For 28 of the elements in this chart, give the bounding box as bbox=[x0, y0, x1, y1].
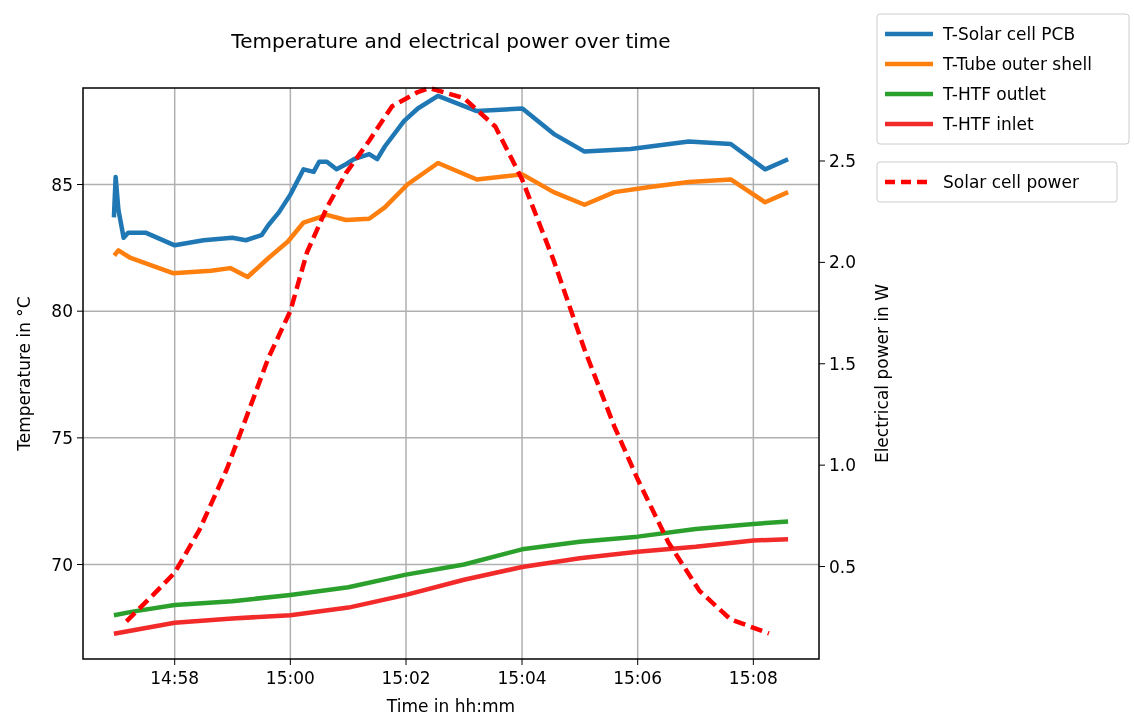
legend-label: T-HTF outlet bbox=[942, 84, 1047, 104]
line-series bbox=[111, 536, 791, 636]
y2-axis-title: Electrical power in W bbox=[872, 283, 892, 464]
x-tick-label: 15:06 bbox=[613, 668, 663, 688]
y2-tick-label: 2.5 bbox=[829, 151, 857, 171]
chart-title: Temperature and electrical power over time bbox=[230, 29, 671, 53]
legend-label: T-Tube outer shell bbox=[942, 54, 1092, 74]
y2-tick-label: 0.5 bbox=[829, 556, 857, 577]
x-tick-label: 15:08 bbox=[728, 668, 778, 688]
legend-label: T-Solar cell PCB bbox=[942, 24, 1076, 44]
y2-tick-label: 1.5 bbox=[829, 353, 857, 374]
x-tick-label: 15:04 bbox=[497, 668, 547, 688]
y-axis-title: Temperature in °C bbox=[14, 296, 34, 452]
x-axis-title: Time in hh:mm bbox=[385, 696, 516, 716]
legend-label: T-HTF inlet bbox=[942, 114, 1034, 134]
y2-tick-label: 1.0 bbox=[829, 455, 857, 476]
legend-label: Solar cell power bbox=[943, 172, 1079, 192]
line-series bbox=[111, 93, 791, 248]
line-series bbox=[111, 519, 791, 618]
y-tick-label: 85 bbox=[51, 174, 73, 195]
y-tick-label: 70 bbox=[51, 554, 73, 575]
line-series bbox=[112, 160, 791, 280]
y-tick-label: 75 bbox=[51, 427, 73, 448]
y2-tick-label: 2.0 bbox=[829, 252, 857, 273]
x-tick-label: 15:00 bbox=[265, 668, 315, 688]
y-tick-label: 80 bbox=[51, 301, 73, 322]
x-tick-label: 15:02 bbox=[381, 668, 431, 688]
x-tick-label: 14:58 bbox=[150, 668, 200, 688]
